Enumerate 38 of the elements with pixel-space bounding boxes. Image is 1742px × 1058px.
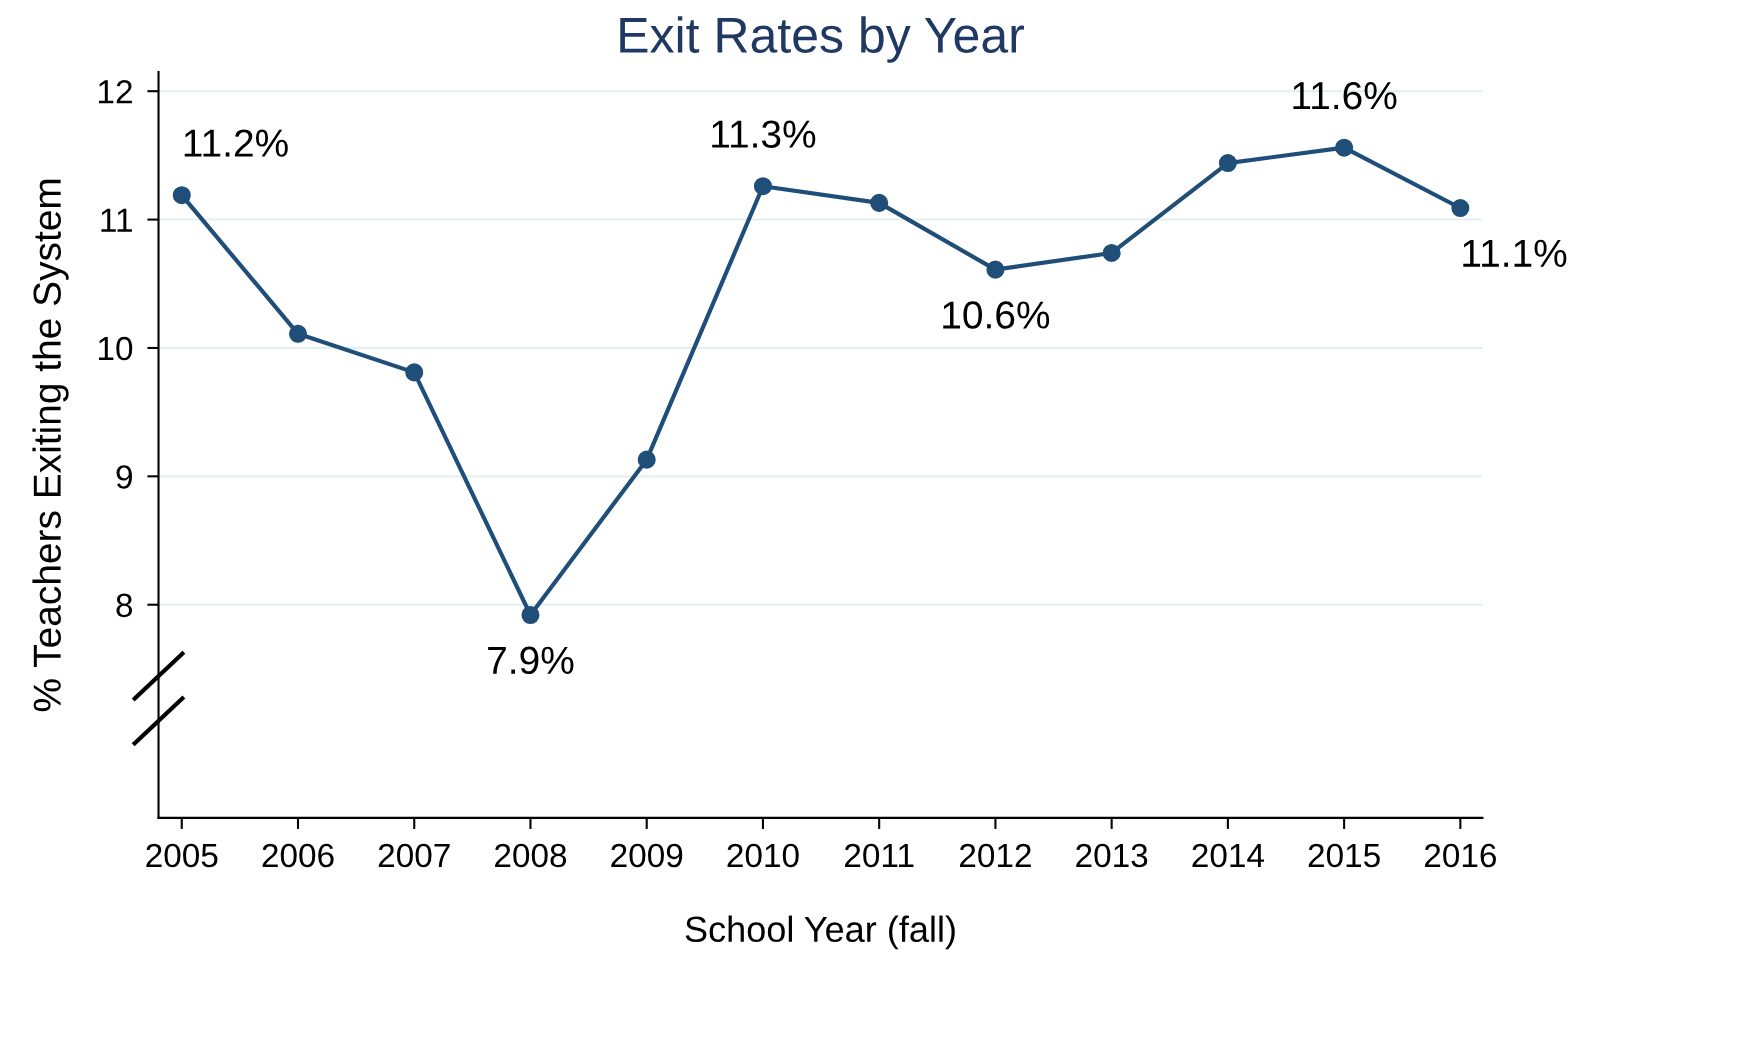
x-tick-label: 2006	[262, 843, 334, 868]
x-tick-label: 2010	[727, 843, 799, 868]
point	[1451, 198, 1470, 218]
y-tick-label: 10	[98, 336, 133, 361]
x-tick-label: 2016	[1424, 843, 1496, 868]
point	[172, 186, 191, 205]
x-tick-label: 2011	[845, 843, 914, 868]
chart-title: Exit Rates by Year	[620, 16, 1024, 63]
data-label: 11.3%	[712, 120, 816, 148]
x-tick-label: 2015	[1308, 843, 1380, 868]
point	[521, 605, 540, 625]
data-label: 10.6%	[943, 301, 1050, 329]
x-tick-label: 2013	[1076, 843, 1148, 868]
x-tick-label: 2005	[146, 843, 218, 868]
point	[1335, 138, 1354, 157]
y-tick-label: 8	[116, 593, 133, 618]
x-tick-label: 2014	[1192, 843, 1264, 868]
point	[1102, 243, 1121, 262]
x-tick-label: 2008	[495, 843, 567, 868]
y-tick-label: 11	[101, 208, 132, 232]
x-tick-label: 2007	[378, 843, 450, 868]
data-label: 11.2%	[184, 129, 288, 157]
point	[288, 324, 308, 343]
point	[870, 193, 889, 212]
point	[637, 450, 656, 469]
x-tick-label: 2012	[960, 843, 1031, 868]
point	[753, 177, 772, 196]
data-label: 7.9%	[488, 646, 574, 675]
data-label: 11.6%	[1293, 81, 1397, 110]
y-tick-label: 12	[98, 80, 132, 104]
y-tick-label: 9	[116, 465, 132, 489]
point	[986, 260, 1005, 279]
data-label: 11.1%	[1463, 239, 1567, 267]
x-axis-title: School Year (fall)	[685, 915, 955, 950]
point	[405, 363, 424, 382]
x-tick-label: 2009	[611, 843, 683, 868]
point	[1218, 154, 1237, 173]
y-axis-title: % Teachers Exiting the System	[32, 179, 69, 712]
